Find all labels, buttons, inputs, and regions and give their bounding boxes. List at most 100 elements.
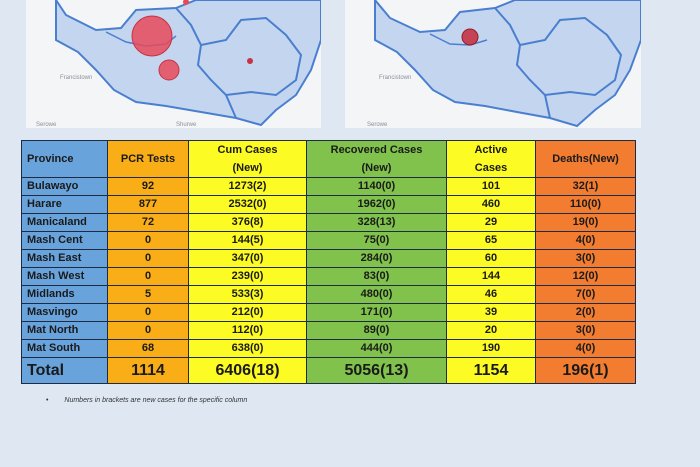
cell-active-cases: 460 bbox=[446, 195, 536, 214]
cell-active-cases: 60 bbox=[446, 249, 536, 268]
table-total-row: Total 1114 6406(18) 5056(13) 1154 196(1) bbox=[21, 357, 636, 384]
cell-province: Mash Cent bbox=[21, 231, 108, 250]
cell-province: Midlands bbox=[21, 285, 108, 304]
cell-recovered-cases: 444(0) bbox=[306, 339, 447, 358]
cell-recovered-cases: 75(0) bbox=[306, 231, 447, 250]
cell-province: Mat South bbox=[21, 339, 108, 358]
cell-active-cases: 29 bbox=[446, 213, 536, 232]
cell-recovered-cases: 1962(0) bbox=[306, 195, 447, 214]
cell-pcr-tests: 1114 bbox=[107, 357, 189, 384]
cell-pcr-tests: 72 bbox=[107, 213, 189, 232]
river-line bbox=[429, 33, 488, 46]
cell-active-cases: 39 bbox=[446, 303, 536, 322]
case-bubble-bulawayo bbox=[461, 28, 479, 46]
cell-recovered-cases: 5056(13) bbox=[306, 357, 447, 384]
cell-active-cases: 190 bbox=[446, 339, 536, 358]
header-province: Province bbox=[21, 140, 108, 178]
provincial-cases-table: Province PCR Tests Cum Cases (New) Recov… bbox=[21, 140, 636, 384]
cell-cum-cases: 376(8) bbox=[188, 213, 307, 232]
cell-cum-cases: 6406(18) bbox=[188, 357, 307, 384]
footnote-bullet: • bbox=[46, 397, 49, 404]
province-outline bbox=[55, 0, 321, 127]
cell-deaths: 19(0) bbox=[535, 213, 636, 232]
table-row: Midlands 5 533(3) 480(0) 46 7(0) bbox=[21, 285, 636, 304]
cell-recovered-cases: 328(13) bbox=[306, 213, 447, 232]
table-row: Bulawayo 92 1273(2) 1140(0) 101 32(1) bbox=[21, 177, 636, 196]
cell-pcr-tests: 68 bbox=[107, 339, 189, 358]
cell-pcr-tests: 0 bbox=[107, 249, 189, 268]
cell-pcr-tests: 5 bbox=[107, 285, 189, 304]
table-row: Mash Cent 0 144(5) 75(0) 65 4(0) bbox=[21, 231, 636, 250]
header-cum-cases: Cum Cases (New) bbox=[188, 140, 307, 178]
cell-recovered-cases: 1140(0) bbox=[306, 177, 447, 196]
cell-pcr-tests: 0 bbox=[107, 303, 189, 322]
cell-deaths: 2(0) bbox=[535, 303, 636, 322]
cell-deaths: 12(0) bbox=[535, 267, 636, 286]
header-active-line1: Active bbox=[474, 144, 508, 156]
table-row: Mat North 0 112(0) 89(0) 20 3(0) bbox=[21, 321, 636, 340]
header-active-cases: Active Cases bbox=[446, 140, 536, 178]
cell-deaths: 32(1) bbox=[535, 177, 636, 196]
table-row: Mat South 68 638(0) 444(0) 190 4(0) bbox=[21, 339, 636, 358]
cell-cum-cases: 212(0) bbox=[188, 303, 307, 322]
cell-recovered-cases: 171(0) bbox=[306, 303, 447, 322]
cell-cum-cases: 533(3) bbox=[188, 285, 307, 304]
cell-deaths: 3(0) bbox=[535, 321, 636, 340]
cell-deaths: 110(0) bbox=[535, 195, 636, 214]
cell-province: Total bbox=[21, 357, 108, 384]
cell-pcr-tests: 92 bbox=[107, 177, 189, 196]
table-row: Mash West 0 239(0) 83(0) 144 12(0) bbox=[21, 267, 636, 286]
map-right-svg: Francistown Serowe bbox=[345, 0, 641, 128]
cell-deaths: 4(0) bbox=[535, 339, 636, 358]
cell-province: Mat North bbox=[21, 321, 108, 340]
cell-deaths: 196(1) bbox=[535, 357, 636, 384]
province-border bbox=[519, 16, 623, 97]
province-outline bbox=[374, 0, 641, 128]
cell-cum-cases: 347(0) bbox=[188, 249, 307, 268]
header-recovered-cases: Recovered Cases (New) bbox=[306, 140, 447, 178]
cell-deaths: 4(0) bbox=[535, 231, 636, 250]
map-right: Francistown Serowe bbox=[345, 0, 641, 128]
cell-recovered-cases: 480(0) bbox=[306, 285, 447, 304]
cell-recovered-cases: 284(0) bbox=[306, 249, 447, 268]
case-bubble-top bbox=[183, 0, 189, 5]
cell-province: Mash East bbox=[21, 249, 108, 268]
cell-cum-cases: 144(5) bbox=[188, 231, 307, 250]
cell-province: Manicaland bbox=[21, 213, 108, 232]
cell-recovered-cases: 83(0) bbox=[306, 267, 447, 286]
map-label-serowe: Serowe bbox=[36, 122, 57, 128]
header-cum-cases-line2: (New) bbox=[232, 162, 263, 174]
case-bubble-south bbox=[158, 59, 180, 81]
header-deaths: Deaths(New) bbox=[535, 140, 636, 178]
cell-cum-cases: 1273(2) bbox=[188, 177, 307, 196]
cell-pcr-tests: 0 bbox=[107, 231, 189, 250]
header-recovered-line2: (New) bbox=[361, 162, 392, 174]
cell-pcr-tests: 877 bbox=[107, 195, 189, 214]
map-label-serowe: Serowe bbox=[367, 122, 388, 128]
province-border bbox=[200, 16, 303, 97]
cell-active-cases: 65 bbox=[446, 231, 536, 250]
cell-active-cases: 20 bbox=[446, 321, 536, 340]
cell-active-cases: 144 bbox=[446, 267, 536, 286]
table-body: Bulawayo 92 1273(2) 1140(0) 101 32(1) Harare 87… bbox=[21, 177, 636, 384]
header-pcr-tests: PCR Tests bbox=[107, 140, 189, 178]
map-left: Francistown Serowe Shurwe bbox=[26, 0, 321, 128]
header-active-line2: Cases bbox=[474, 162, 508, 174]
cell-province: Mash West bbox=[21, 267, 108, 286]
cell-active-cases: 46 bbox=[446, 285, 536, 304]
cell-cum-cases: 112(0) bbox=[188, 321, 307, 340]
cell-province: Masvingo bbox=[21, 303, 108, 322]
map-label-shurwe: Shurwe bbox=[176, 122, 197, 128]
cell-deaths: 7(0) bbox=[535, 285, 636, 304]
cell-pcr-tests: 0 bbox=[107, 321, 189, 340]
cell-cum-cases: 239(0) bbox=[188, 267, 307, 286]
table-header-row: Province PCR Tests Cum Cases (New) Recov… bbox=[21, 140, 636, 178]
cell-active-cases: 1154 bbox=[446, 357, 536, 384]
cell-province: Harare bbox=[21, 195, 108, 214]
map-label-francistown: Francistown bbox=[60, 75, 92, 81]
header-cum-cases-line1: Cum Cases bbox=[217, 144, 278, 156]
cell-recovered-cases: 89(0) bbox=[306, 321, 447, 340]
cell-cum-cases: 638(0) bbox=[188, 339, 307, 358]
cell-pcr-tests: 0 bbox=[107, 267, 189, 286]
table-row: Mash East 0 347(0) 284(0) 60 3(0) bbox=[21, 249, 636, 268]
